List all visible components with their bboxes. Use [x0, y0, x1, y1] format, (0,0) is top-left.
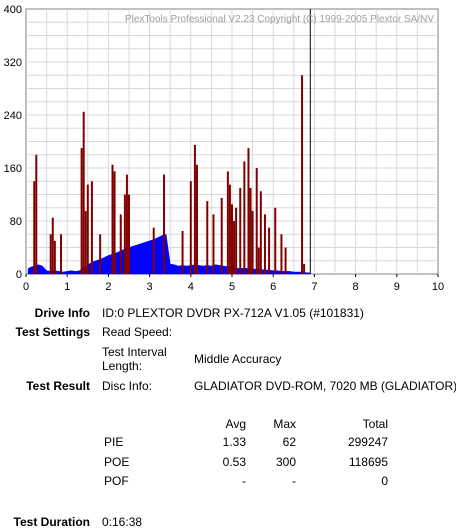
row-max: 62	[282, 435, 296, 449]
x-tick-label: 2	[105, 281, 111, 293]
row-name: POF	[104, 474, 129, 488]
row-total: 118695	[348, 455, 388, 469]
y-axis-ticks: 0 80 160 240 320 400	[4, 4, 22, 281]
test-settings-label: Test Settings	[15, 325, 90, 339]
y-tick-label: 80	[10, 216, 22, 228]
row-max: 300	[275, 455, 296, 469]
row-max: -	[292, 474, 296, 488]
row-name: POE	[104, 455, 130, 469]
y-tick-label: 240	[4, 110, 22, 122]
drive-info-label: Drive Info	[34, 306, 90, 320]
x-tick-label: 9	[394, 281, 400, 293]
test-interval-value: Middle Accuracy	[194, 352, 282, 366]
disc-info-label: Disc Info:	[102, 379, 153, 393]
read-speed-label: Read Speed:	[102, 325, 173, 339]
row-name: PIE	[104, 435, 124, 449]
poe-series	[33, 75, 306, 274]
pi-error-chart: PlexTools Professional V2.23 Copyright (…	[4, 4, 444, 293]
x-tick-label: 5	[229, 281, 235, 293]
test-interval-label-line1: Test Interval	[102, 345, 167, 359]
chart-title: PlexTools Professional V2.23 Copyright (…	[125, 14, 434, 25]
drive-info-value: ID:0 PLEXTOR DVDR PX-712A V1.05 (#101831…	[102, 306, 364, 320]
test-interval-label-line2: Length:	[102, 359, 143, 373]
col-max-header: Max	[273, 417, 296, 431]
col-avg-header: Avg	[225, 417, 246, 431]
x-axis-ticks: 0 1 2 3 4 5 6 7 8 9 10	[23, 274, 444, 293]
row-total: 299247	[347, 435, 388, 449]
row-avg: 1.33	[222, 435, 246, 449]
test-duration-label: Test Duration	[13, 515, 90, 529]
y-tick-label: 160	[4, 163, 22, 175]
y-tick-label: 400	[4, 4, 22, 16]
col-total-header: Total	[362, 417, 388, 431]
x-tick-label: 4	[188, 281, 194, 293]
y-tick-label: 0	[16, 269, 22, 281]
test-interval-label: Test Interval Length:	[102, 345, 167, 373]
test-duration-value: 0:16:38	[102, 515, 143, 529]
x-tick-label: 6	[270, 281, 276, 293]
row-total: 0	[381, 474, 388, 488]
test-result-label: Test Result	[26, 379, 90, 393]
y-tick-label: 320	[4, 57, 22, 69]
row-avg: -	[242, 474, 246, 488]
x-tick-label: 0	[23, 281, 29, 293]
x-tick-label: 10	[432, 281, 444, 293]
x-tick-label: 8	[353, 281, 359, 293]
row-avg: 0.53	[222, 455, 246, 469]
disc-info-value: GLADIATOR DVD-ROM, 7020 MB (GLADIATOR)	[194, 379, 456, 393]
x-tick-label: 3	[147, 281, 153, 293]
x-tick-label: 1	[64, 281, 70, 293]
x-tick-label: 7	[311, 281, 317, 293]
